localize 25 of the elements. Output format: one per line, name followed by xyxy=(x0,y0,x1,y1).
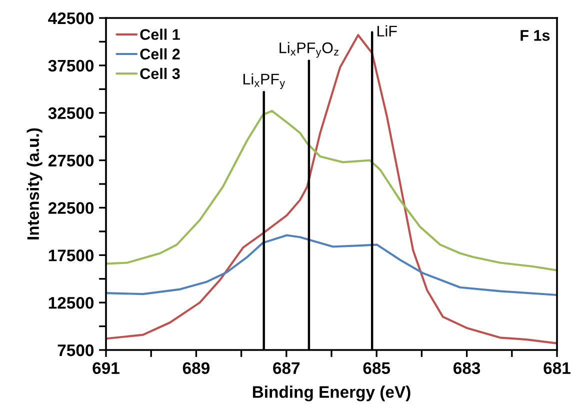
x-tick-label: 691 xyxy=(92,362,120,374)
x-axis-title: Binding Energy (eV) xyxy=(252,386,410,402)
x-tick-label: 689 xyxy=(182,362,210,374)
x-tick-label: 683 xyxy=(454,362,480,374)
annotation: Li$_{x}$PF$_{y}$ xyxy=(243,73,286,90)
y-tick-label: 7500 xyxy=(58,344,94,356)
y-tick-label: 12500 xyxy=(48,296,94,309)
y-tick-label: 37500 xyxy=(48,60,94,72)
x-tick-label: 681 xyxy=(544,362,570,374)
y-tick-label: 27500 xyxy=(48,154,94,166)
line-series xyxy=(106,234,557,296)
y-tick-label: 32500 xyxy=(48,107,94,120)
x-tick-label: 685 xyxy=(363,362,390,374)
line-series xyxy=(106,110,557,272)
legend-label: Cell 3 xyxy=(140,68,180,80)
legend-label: Cell 1 xyxy=(140,28,180,40)
annotation: LiF xyxy=(378,25,397,36)
y-tick-label: 22500 xyxy=(48,202,94,214)
y-tick-label: 17500 xyxy=(48,250,94,262)
legend-label: Cell 2 xyxy=(140,48,180,60)
annotation: F 1s xyxy=(520,30,550,41)
y-tick-label: 42500 xyxy=(48,12,94,24)
y-axis-title: Intensity (a.u.) xyxy=(26,128,42,240)
x-tick-label: 687 xyxy=(273,362,300,374)
annotation: Li$_{x}$PF$_{y}$O$_{z}$ xyxy=(280,42,338,58)
